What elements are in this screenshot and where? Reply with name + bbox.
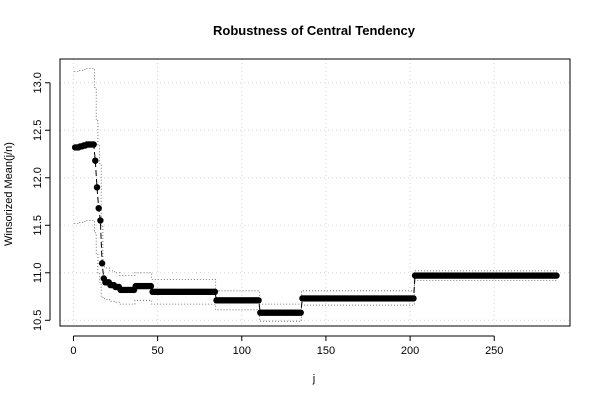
chart-title: Robustness of Central Tendency (213, 23, 416, 38)
x-tick-label: 50 (151, 345, 163, 357)
y-tick-label: 11.0 (32, 263, 44, 284)
data-point (211, 288, 219, 295)
x-tick-label: 200 (401, 345, 419, 357)
upper-band-line (74, 68, 558, 305)
data-point (147, 282, 155, 290)
x-axis: 0 50 100 150 200 250 (70, 335, 503, 357)
y-tick-label: 12.0 (32, 167, 44, 188)
data-point (98, 260, 106, 267)
x-tick-label: 0 (70, 345, 76, 357)
x-tick-label: 250 (485, 345, 503, 357)
data-points (71, 141, 560, 316)
data-point (410, 295, 417, 302)
y-axis-label: Winsorized Mean(j/n) (3, 142, 15, 246)
y-tick-label: 12.5 (32, 120, 44, 141)
x-tick-label: 100 (233, 345, 251, 357)
data-point (95, 205, 102, 212)
data-point (553, 272, 560, 279)
plot-frame (59, 58, 571, 327)
y-tick-label: 11.5 (32, 215, 44, 236)
data-point (92, 157, 99, 164)
y-axis: 10.5 11.0 11.5 12.0 12.5 13.0 (32, 72, 51, 331)
data-point (97, 217, 104, 224)
x-axis-label: j (312, 373, 315, 385)
x-tick-label: 150 (317, 345, 335, 357)
data-point (93, 184, 101, 191)
data-point (255, 297, 262, 304)
y-tick-label: 13.0 (32, 72, 44, 93)
data-point (90, 141, 97, 148)
data-point (297, 309, 304, 316)
y-tick-label: 10.5 (32, 310, 44, 331)
